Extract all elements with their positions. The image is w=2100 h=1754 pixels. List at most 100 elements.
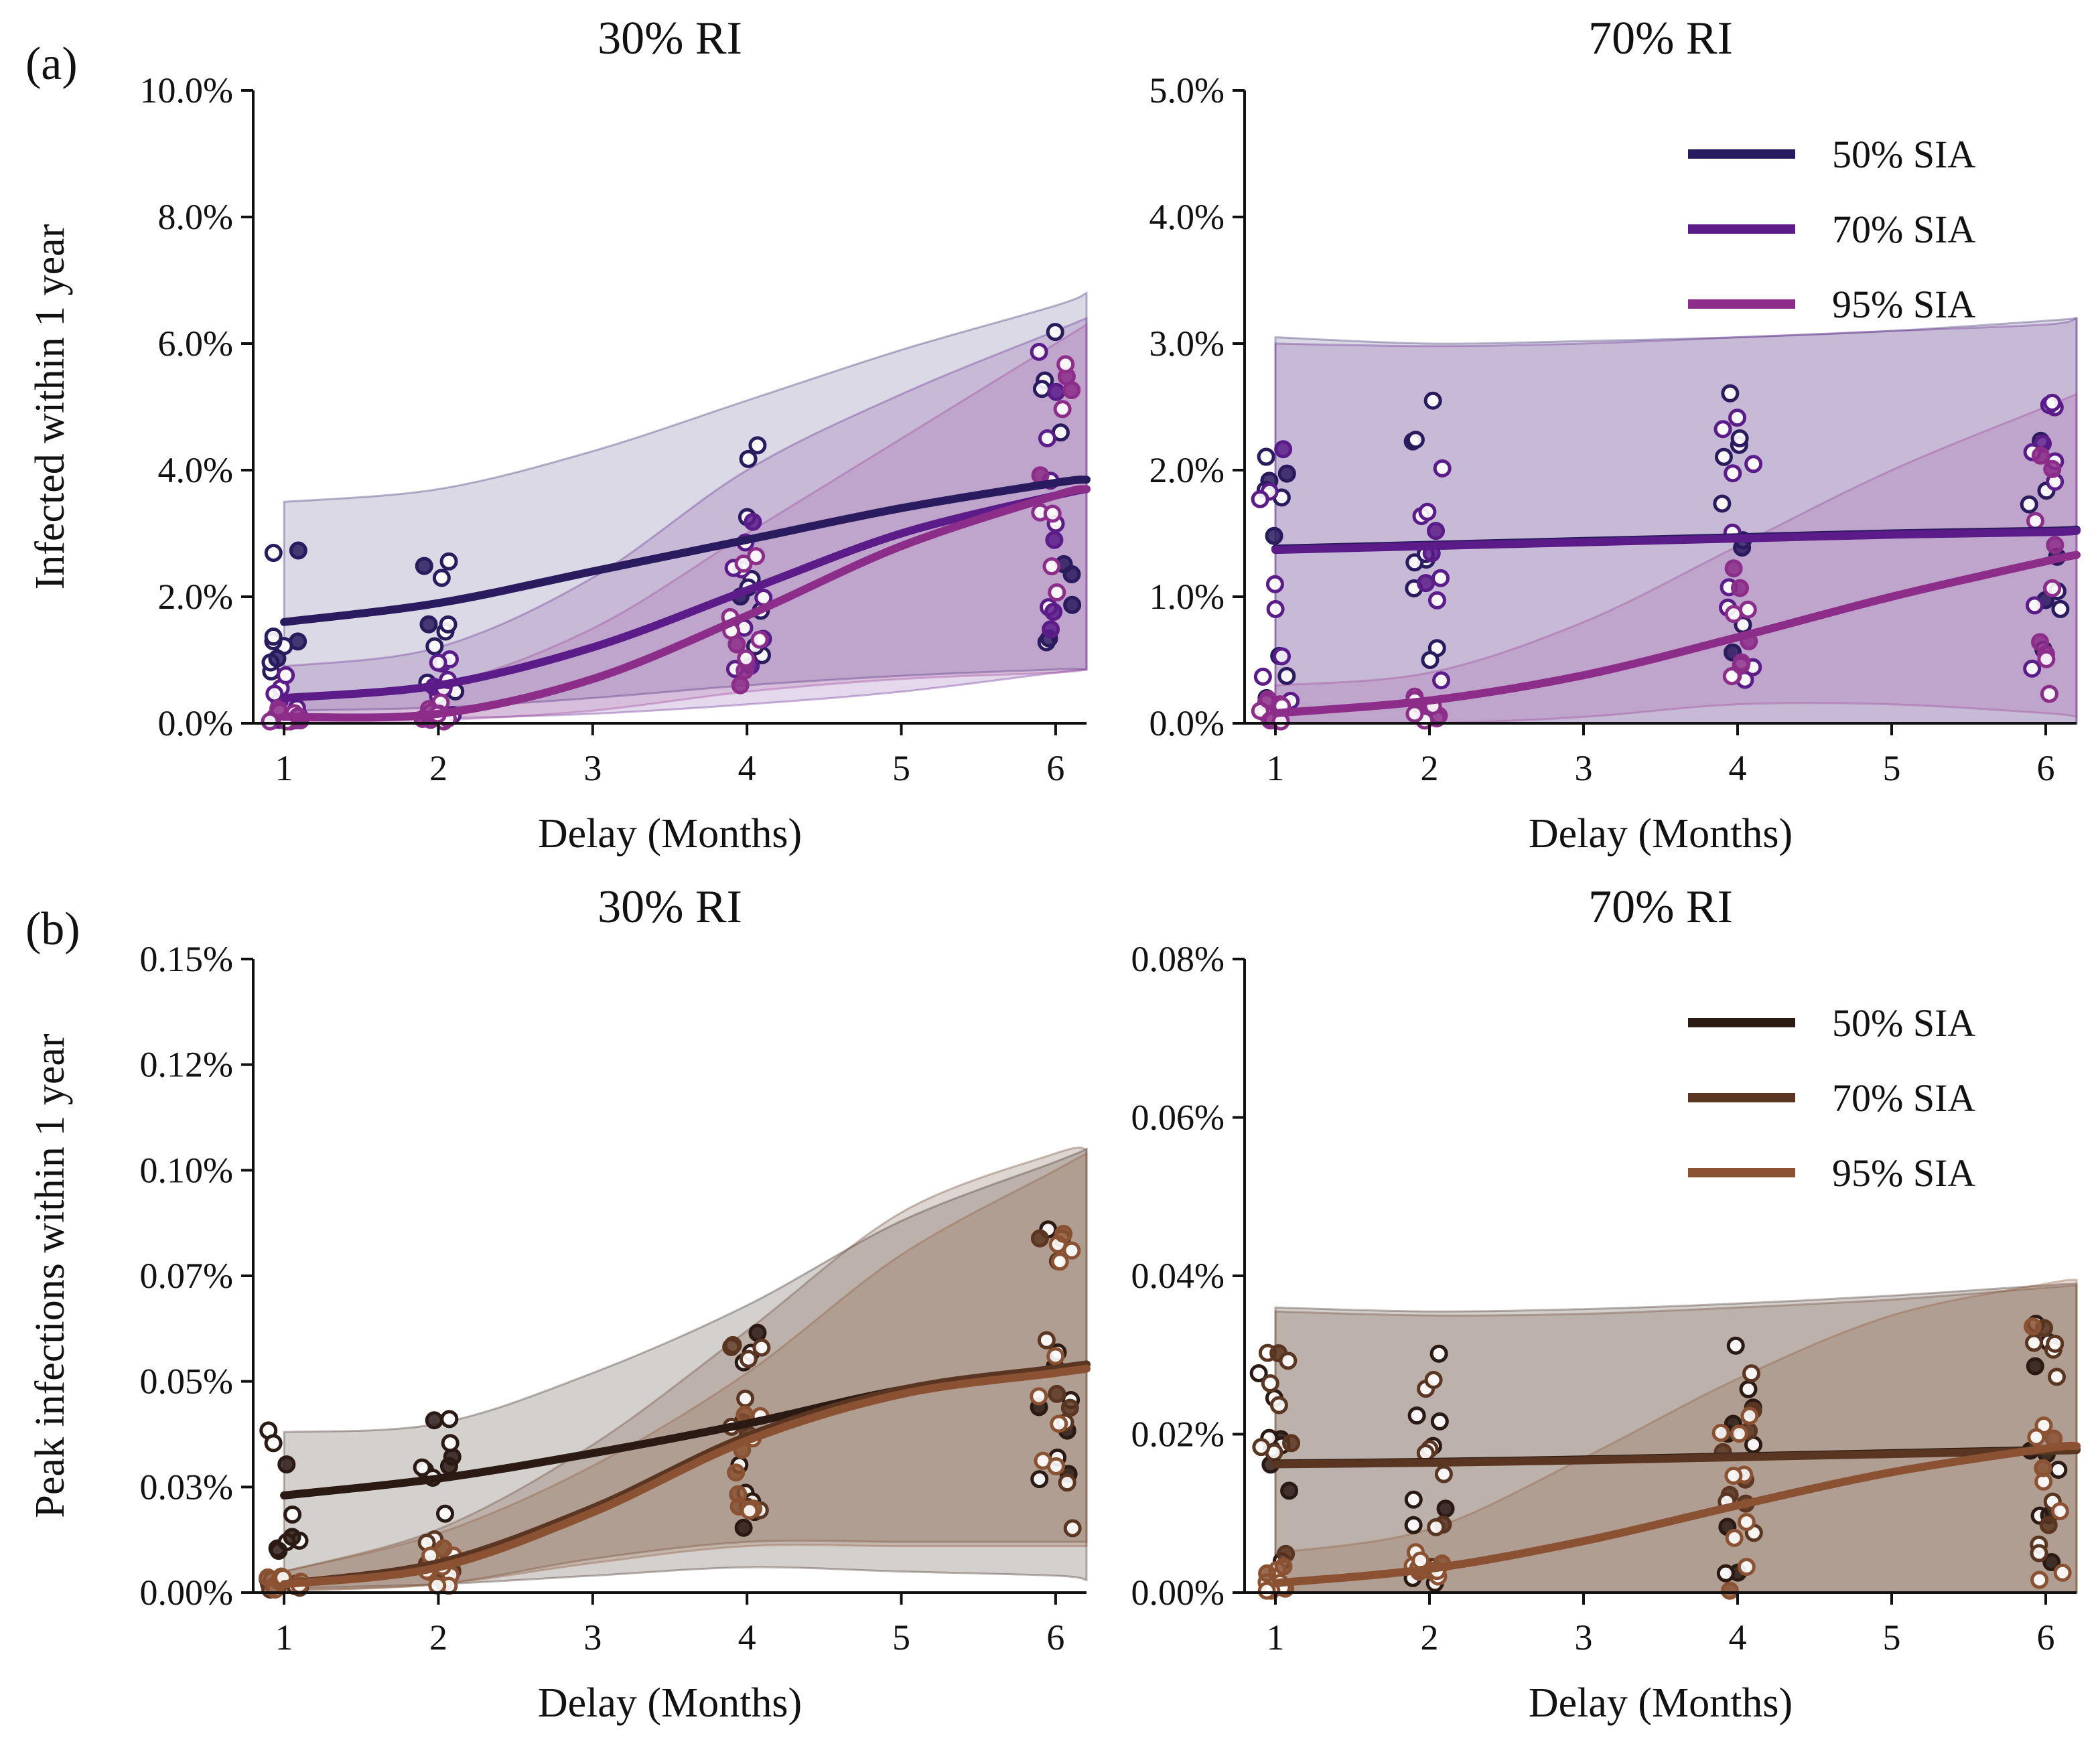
x-tick-label: 5 bbox=[1883, 748, 1901, 788]
x-tick-label: 2 bbox=[429, 748, 447, 788]
scatter-point bbox=[1418, 502, 1437, 521]
y-tick-label: 5.0% bbox=[1149, 70, 1224, 111]
y-tick-label: 0.0% bbox=[1149, 703, 1224, 743]
scatter-point bbox=[1407, 1406, 1426, 1425]
scatter-point bbox=[1282, 1434, 1301, 1453]
scatter-point bbox=[1032, 380, 1051, 398]
scatter-point bbox=[752, 1338, 771, 1357]
scatter-point bbox=[1730, 429, 1749, 448]
scatter-point bbox=[744, 512, 762, 531]
scatter-point bbox=[1257, 1581, 1276, 1600]
scatter-point bbox=[1249, 1364, 1268, 1383]
y-tick-label: 4.0% bbox=[1149, 197, 1224, 237]
scatter-point bbox=[729, 1485, 748, 1504]
x-tick-label: 1 bbox=[275, 748, 293, 788]
scatter-point bbox=[2025, 596, 2044, 615]
scatter-point bbox=[264, 1434, 283, 1453]
scatter-point bbox=[1725, 1528, 1744, 1547]
scatter-point bbox=[1252, 1438, 1271, 1457]
scatter-point bbox=[2043, 579, 2062, 597]
scatter-point bbox=[1436, 1500, 1455, 1518]
scatter-point bbox=[1739, 1380, 1758, 1398]
scatter-point bbox=[2037, 650, 2056, 668]
x-tick-label: 5 bbox=[892, 1617, 910, 1658]
scatter-point bbox=[1721, 384, 1740, 403]
scatter-point bbox=[2027, 1428, 2046, 1447]
x-tick-label: 6 bbox=[1046, 1617, 1064, 1658]
scatter-point bbox=[2051, 599, 2070, 618]
scatter-point bbox=[439, 615, 458, 634]
scatter-point bbox=[1280, 1481, 1299, 1500]
scatter-point bbox=[2026, 1357, 2044, 1376]
y-tick-label: 6.0% bbox=[158, 323, 233, 364]
scatter-point bbox=[1434, 1465, 1453, 1483]
chart-title: 70% RI bbox=[1588, 881, 1733, 933]
scatter-point bbox=[1730, 1424, 1748, 1443]
scatter-point bbox=[1713, 494, 1732, 513]
scatter-point bbox=[1430, 1412, 1449, 1431]
scatter-point bbox=[2024, 1333, 2043, 1352]
scatter-point bbox=[1056, 355, 1075, 374]
scatter-point bbox=[1431, 569, 1450, 587]
scatter-point bbox=[2026, 512, 2044, 530]
scatter-point bbox=[265, 684, 284, 703]
y-tick-label: 0.12% bbox=[140, 1045, 233, 1085]
legend-label: 50% SIA bbox=[1832, 1001, 1975, 1045]
scatter-point bbox=[1265, 526, 1283, 545]
scatter-point bbox=[1037, 1331, 1056, 1349]
scatter-point bbox=[1427, 522, 1446, 540]
scatter-point bbox=[1047, 1457, 1066, 1475]
scatter-point bbox=[2023, 1317, 2042, 1336]
x-tick-label: 1 bbox=[275, 1617, 293, 1658]
y-tick-label: 0.10% bbox=[140, 1150, 233, 1190]
scatter-point bbox=[1423, 391, 1442, 410]
scatter-point bbox=[2034, 1459, 2052, 1477]
scatter-point bbox=[1421, 650, 1440, 669]
scatter-point bbox=[1261, 1374, 1279, 1393]
series-line-70-sia bbox=[1271, 526, 2081, 555]
scatter-point bbox=[1063, 595, 1082, 614]
scatter-point bbox=[2046, 536, 2064, 555]
scatter-point bbox=[1274, 1557, 1293, 1576]
x-tick-label: 6 bbox=[2037, 748, 2055, 788]
scatter-point bbox=[415, 557, 433, 575]
ci-band-95-sia bbox=[283, 1151, 1088, 1592]
scatter-point bbox=[1424, 1370, 1443, 1389]
scatter-point bbox=[1404, 1516, 1423, 1534]
scatter-point bbox=[441, 1434, 460, 1453]
scatter-point bbox=[1030, 1387, 1048, 1406]
scatter-point bbox=[2046, 1334, 2064, 1353]
scatter-point bbox=[1030, 1470, 1049, 1489]
scatter-point bbox=[2020, 495, 2038, 514]
y-tick-label: 8.0% bbox=[158, 197, 233, 237]
ci-band-70-sia bbox=[283, 316, 1088, 721]
ci-band-95-sia bbox=[1274, 392, 2078, 725]
scatter-point bbox=[1744, 455, 1763, 473]
scatter-point bbox=[1053, 400, 1072, 419]
x-axis-label: Delay (Months) bbox=[538, 1680, 802, 1726]
scatter-point bbox=[1728, 409, 1747, 427]
scatter-point bbox=[434, 1539, 453, 1558]
scatter-point bbox=[429, 653, 447, 672]
scatter-point bbox=[1054, 1224, 1073, 1243]
scatter-point bbox=[1432, 671, 1451, 690]
scatter-point bbox=[734, 1518, 753, 1537]
x-tick-label: 6 bbox=[1046, 748, 1064, 788]
y-axis-label: Infected within 1 year bbox=[27, 224, 73, 589]
panel-label-b: (b) bbox=[25, 903, 80, 955]
scatter-point bbox=[1427, 591, 1446, 609]
scatter-point bbox=[1714, 447, 1733, 466]
scatter-point bbox=[1277, 666, 1296, 685]
scatter-point bbox=[425, 637, 444, 656]
scatter-point bbox=[748, 436, 767, 455]
scatter-point bbox=[737, 649, 756, 668]
x-tick-label: 3 bbox=[1575, 1617, 1593, 1658]
series-line-50-sia bbox=[280, 476, 1091, 626]
scatter-point bbox=[1724, 559, 1743, 578]
scatter-point bbox=[1742, 1364, 1761, 1383]
scatter-point bbox=[1724, 1467, 1743, 1485]
scatter-point bbox=[1406, 431, 1425, 449]
scatter-point bbox=[1277, 464, 1296, 483]
scatter-point bbox=[1405, 705, 1424, 723]
scatter-point bbox=[419, 615, 438, 634]
